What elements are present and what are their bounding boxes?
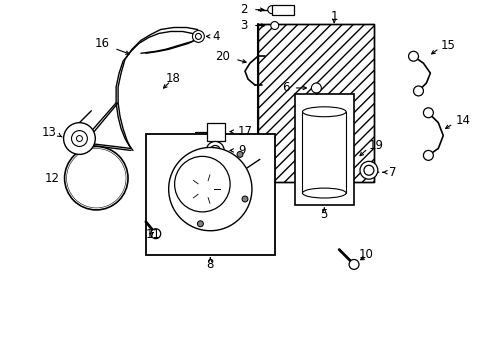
Bar (207, 123, 224, 140)
Circle shape (70, 152, 122, 204)
Circle shape (66, 148, 126, 208)
Circle shape (408, 51, 418, 61)
Circle shape (210, 145, 220, 156)
Circle shape (423, 108, 432, 118)
Circle shape (64, 147, 128, 210)
Circle shape (195, 33, 201, 39)
Bar (294, 94, 353, 205)
Circle shape (423, 150, 432, 160)
Circle shape (68, 150, 124, 206)
Text: 11: 11 (145, 228, 161, 241)
Circle shape (242, 196, 247, 202)
Circle shape (72, 154, 120, 202)
Circle shape (348, 260, 358, 269)
Circle shape (74, 156, 118, 200)
Circle shape (76, 158, 116, 198)
Text: 4: 4 (212, 30, 219, 43)
Text: 16: 16 (94, 37, 109, 50)
Circle shape (150, 229, 161, 239)
Circle shape (185, 169, 224, 209)
Circle shape (413, 86, 423, 96)
Circle shape (237, 152, 243, 157)
Text: 2: 2 (240, 3, 247, 16)
Text: 13: 13 (41, 126, 57, 139)
Text: 12: 12 (44, 172, 60, 185)
Text: 20: 20 (215, 50, 230, 63)
Text: 6: 6 (282, 81, 289, 94)
Bar (302, 112, 346, 193)
Circle shape (192, 31, 204, 42)
Circle shape (270, 22, 278, 30)
Ellipse shape (302, 188, 346, 198)
Circle shape (267, 6, 275, 14)
Circle shape (195, 179, 215, 199)
Text: 14: 14 (455, 114, 470, 127)
Text: 8: 8 (206, 258, 214, 271)
Text: 7: 7 (388, 166, 395, 179)
Text: 19: 19 (368, 139, 383, 152)
Text: 5: 5 (320, 208, 327, 221)
Circle shape (86, 168, 106, 188)
Circle shape (71, 131, 87, 147)
Text: 17: 17 (238, 125, 252, 138)
Bar (271, 5, 293, 15)
Circle shape (168, 148, 251, 231)
Circle shape (311, 83, 321, 93)
Circle shape (363, 165, 373, 175)
Circle shape (63, 123, 95, 154)
Circle shape (206, 141, 224, 159)
Bar (145, 134, 274, 255)
Text: 18: 18 (165, 72, 180, 85)
Text: 15: 15 (439, 39, 454, 52)
Text: 3: 3 (240, 19, 247, 32)
Text: 1: 1 (330, 10, 337, 23)
Circle shape (76, 136, 82, 141)
Text: 10: 10 (358, 248, 373, 261)
Circle shape (359, 161, 377, 179)
Bar (257, 23, 373, 182)
Circle shape (197, 221, 203, 227)
Text: 9: 9 (238, 144, 245, 157)
Ellipse shape (302, 107, 346, 117)
Circle shape (174, 156, 230, 212)
